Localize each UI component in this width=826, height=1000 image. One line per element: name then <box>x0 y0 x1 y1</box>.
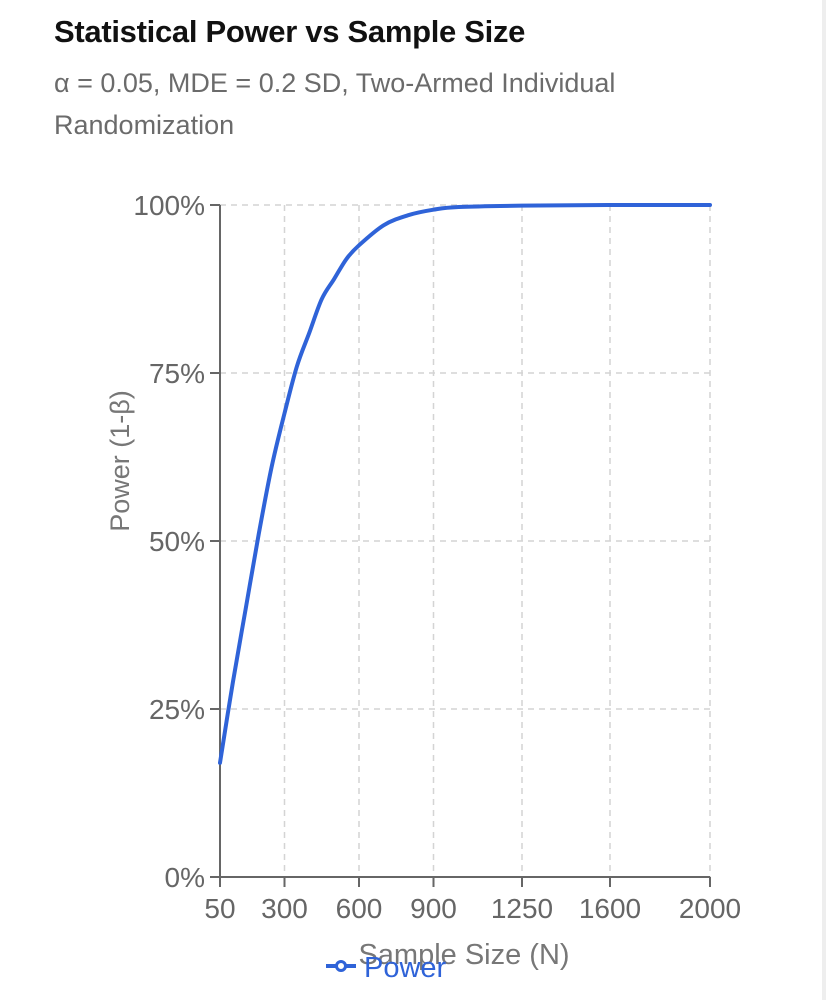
legend-marker-icon <box>335 960 347 972</box>
x-tick-label: 600 <box>336 893 383 924</box>
y-tick-label: 0% <box>165 862 205 893</box>
legend-label-power: Power <box>364 952 447 984</box>
x-tick-label: 900 <box>410 893 457 924</box>
frame-edge <box>822 0 826 1000</box>
x-tick-label: 2000 <box>679 893 741 924</box>
x-axis-title: Sample Size (N) <box>358 939 569 971</box>
x-tick-label: 50 <box>204 893 235 924</box>
axes <box>210 204 711 887</box>
series-layer <box>218 202 712 765</box>
series-line-power <box>218 202 712 765</box>
y-tick-label: 75% <box>149 358 205 389</box>
x-tick-label: 1250 <box>491 893 553 924</box>
y-tick-label: 100% <box>133 190 205 221</box>
x-tick-label: 1600 <box>579 893 641 924</box>
y-tick-label: 25% <box>149 694 205 725</box>
legend[interactable]: Power <box>326 952 447 984</box>
chart-title: Statistical Power vs Sample Size <box>54 14 526 49</box>
tick-labels: 0% 25% 50% 75% 100% 50 300 600 900 1250 1600 2000 <box>133 190 741 924</box>
x-tick-label: 300 <box>261 893 308 924</box>
chart-subtitle: α = 0.05, MDE = 0.2 SD, Two-Armed Indivi… <box>54 68 616 140</box>
grid-lines <box>220 204 711 877</box>
y-axis-title: Power (1-β) <box>105 390 135 532</box>
y-tick-label: 50% <box>149 526 205 557</box>
